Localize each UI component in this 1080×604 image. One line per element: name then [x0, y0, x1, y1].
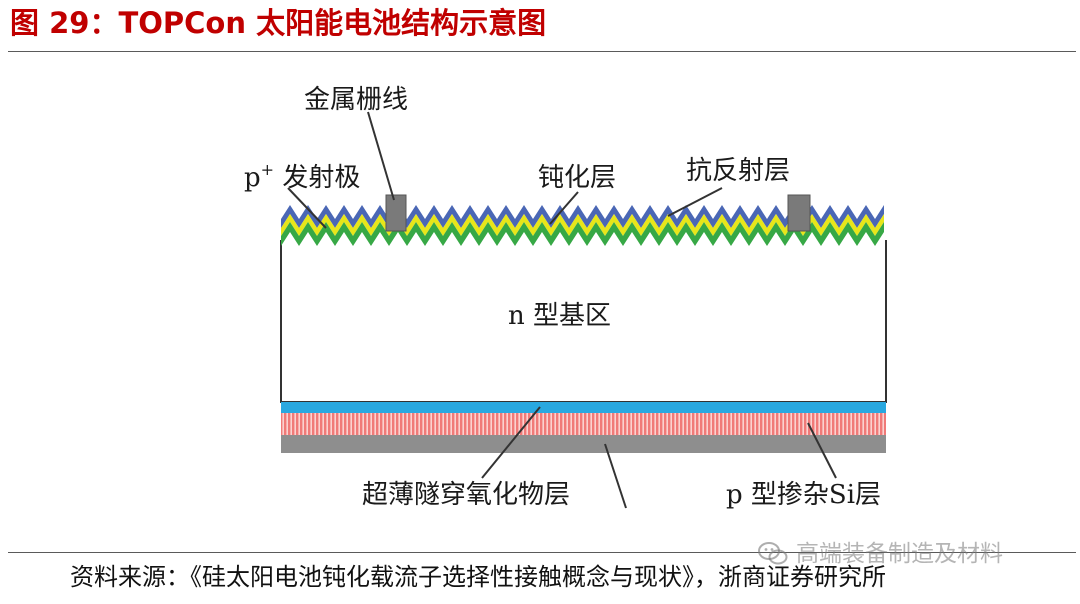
emitter-leader: [287, 187, 327, 229]
p-plus-emitter-layer: [281, 222, 884, 246]
rear-metal-leader: [604, 443, 627, 509]
tunnel-oxide-label: 超薄隧穿氧化物层: [362, 480, 570, 510]
wechat-icon: [758, 542, 788, 565]
metal-grid-contact-right: [787, 194, 811, 232]
metal-grid-leader: [367, 111, 395, 201]
footer-divider: [8, 552, 1076, 553]
doped-poly-si-layer: [281, 413, 886, 435]
doped-si-leader: [807, 422, 837, 479]
anti-reflection-label: 抗反射层: [686, 156, 790, 186]
metal-grid-contact-left: [385, 194, 407, 232]
passivation-layer: [281, 214, 884, 236]
metal-grid-label: 金属栅线: [304, 85, 408, 115]
watermark: 高端装备制造及材料: [758, 540, 1003, 568]
passivation-leader: [549, 191, 579, 225]
passivation-label: 钝化层: [538, 163, 616, 193]
anti-reflection-leader: [667, 187, 723, 217]
figure-title: 图 29：TOPCon 太阳能电池结构示意图: [10, 6, 547, 40]
p-plus-emitter-label: p+ 发射极: [244, 160, 360, 193]
tunnel-oxide-layer: [281, 402, 886, 413]
anti-reflection-layer: [281, 205, 884, 228]
watermark-text: 高端装备制造及材料: [796, 541, 1003, 567]
tunnel-oxide-leader: [481, 406, 541, 479]
rear-metal-layer: [281, 435, 886, 453]
source-note: 资料来源：《硅太阳电池钝化载流子选择性接触概念与现状》，浙商证券研究所: [70, 563, 886, 591]
p-doped-si-label: p 型掺杂Si层: [726, 480, 881, 510]
title-divider: [8, 51, 1076, 52]
n-substrate-label: n 型基区: [508, 301, 611, 331]
